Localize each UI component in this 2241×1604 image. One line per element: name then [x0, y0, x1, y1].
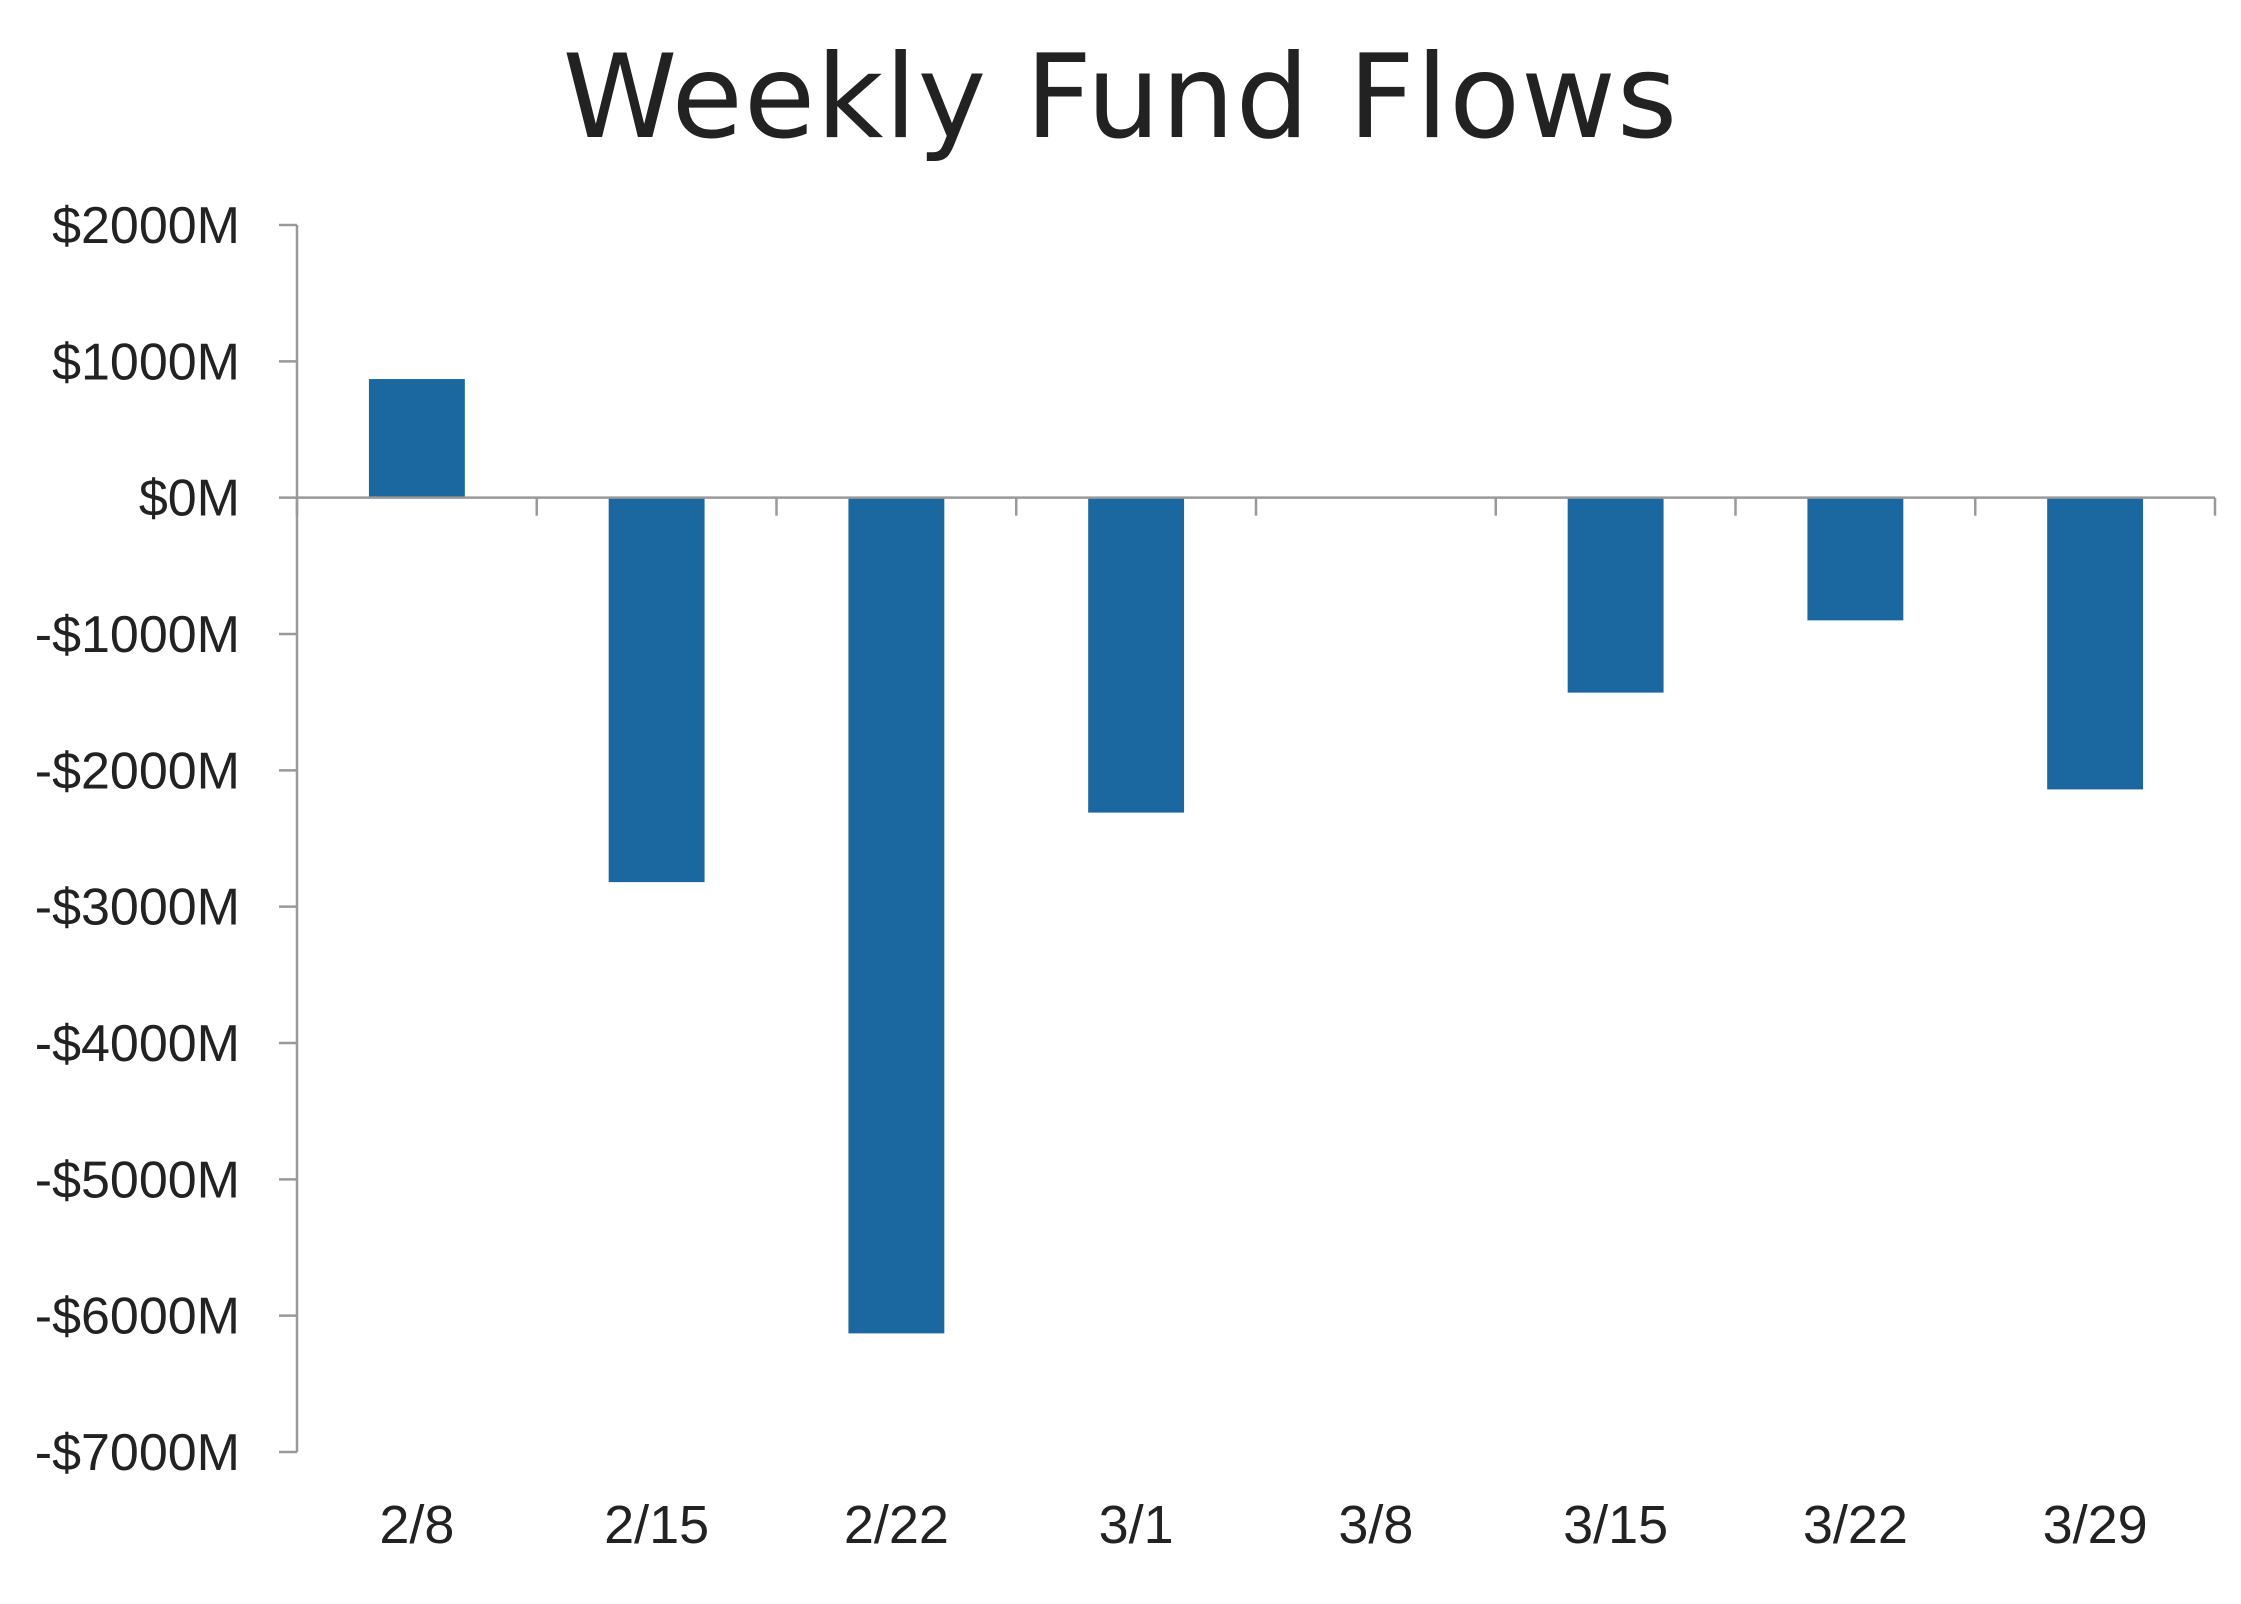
x-tick-label-3-8: 3/8	[1338, 1495, 1413, 1555]
y-tick-label: -$1000M	[35, 606, 240, 664]
bar-3-15	[1567, 497, 1664, 693]
bars-layer	[368, 379, 2144, 1334]
y-tick-label: $2000M	[52, 197, 240, 255]
bar-2-22	[848, 497, 945, 1334]
x-tick-label-2-22: 2/22	[844, 1495, 949, 1555]
y-tick-label: $0M	[139, 470, 240, 528]
labels-layer: $2000M $1000M $0M -$1000M -$2000M -$3000M -$40…	[35, 197, 2148, 1555]
y-tick-label: -$3000M	[35, 879, 240, 937]
x-tick-label-2-15: 2/15	[604, 1495, 709, 1555]
bar-3-22	[1807, 497, 1904, 621]
y-tick-label: -$7000M	[35, 1424, 240, 1482]
bar-3-29	[2047, 497, 2144, 790]
x-tick-label-2-8: 2/8	[379, 1495, 454, 1555]
x-tick-label-3-22: 3/22	[1803, 1495, 1908, 1555]
y-tick-label: -$6000M	[35, 1288, 240, 1346]
chart-title: Weekly Fund Flows	[562, 30, 1679, 165]
x-tick-label-3-29: 3/29	[2043, 1495, 2148, 1555]
y-tick-label: $1000M	[52, 333, 240, 391]
y-tick-label: -$4000M	[35, 1015, 240, 1073]
axes-layer	[279, 223, 2217, 1454]
x-tick-label-3-1: 3/1	[1099, 1495, 1174, 1555]
bar-3-1	[1088, 497, 1185, 813]
y-tick-label: -$2000M	[35, 742, 240, 800]
bar-2-8	[368, 379, 465, 498]
y-tick-label: -$5000M	[35, 1151, 240, 1209]
x-tick-label-3-15: 3/15	[1563, 1495, 1668, 1555]
bar-2-15	[608, 497, 705, 883]
